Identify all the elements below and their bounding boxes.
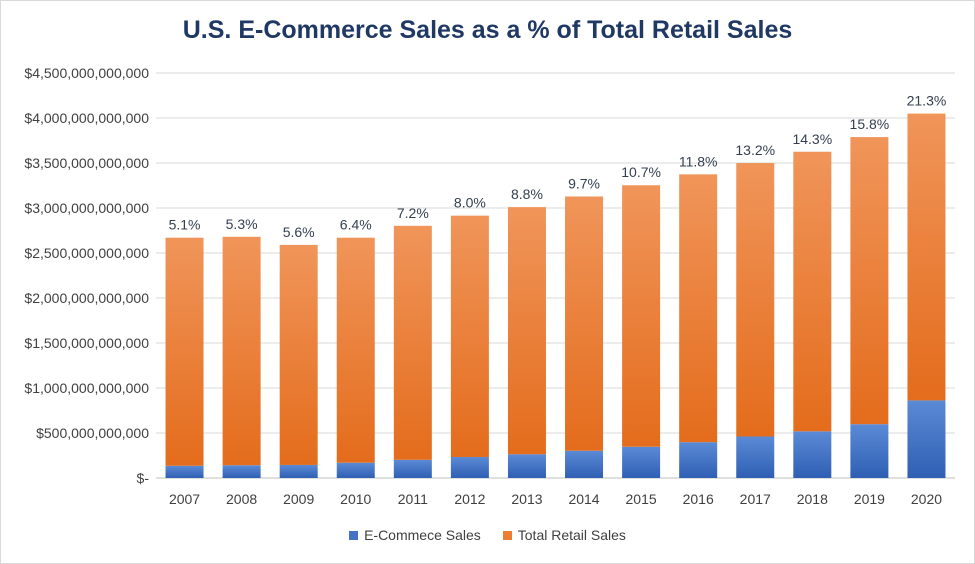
legend-label-total-retail: Total Retail Sales — [517, 527, 626, 543]
data-label: 8.0% — [454, 195, 486, 211]
x-tick-label: 2019 — [854, 491, 885, 507]
data-label: 15.8% — [850, 116, 890, 132]
bar-total-retail-sales — [679, 174, 718, 443]
chart-title: U.S. E-Commerce Sales as a % of Total Re… — [182, 16, 793, 44]
legend: E-Commece Sales Total Retail Sales — [0, 527, 975, 543]
x-tick-label: 2010 — [340, 491, 371, 507]
x-tick-label: 2012 — [454, 491, 485, 507]
bar-ecommerce-sales — [507, 454, 546, 478]
x-tick-label: 2020 — [911, 491, 942, 507]
bar-total-retail-sales — [565, 196, 604, 451]
data-label: 14.3% — [792, 131, 832, 147]
data-label: 13.2% — [735, 142, 775, 158]
bar-ecommerce-sales — [679, 442, 718, 478]
data-label: 5.3% — [226, 216, 258, 232]
data-label: 8.8% — [511, 186, 543, 202]
bar-total-retail-sales — [450, 215, 489, 458]
bar-ecommerce-sales — [565, 450, 604, 478]
bar-total-retail-sales — [222, 236, 261, 466]
x-tick-label: 2018 — [797, 491, 828, 507]
bar-total-retail-sales — [165, 237, 204, 466]
legend-swatch-total-retail — [502, 530, 512, 540]
bar-ecommerce-sales — [622, 446, 661, 478]
bar-ecommerce-sales — [793, 431, 832, 478]
data-label: 5.1% — [169, 217, 201, 233]
bar-total-retail-sales — [736, 163, 775, 437]
data-label: 10.7% — [621, 164, 661, 180]
x-tick-label: 2014 — [568, 491, 599, 507]
bar-ecommerce-sales — [222, 465, 261, 478]
data-label: 6.4% — [340, 217, 372, 233]
bar-total-retail-sales — [793, 151, 832, 432]
bar-ecommerce-sales — [393, 459, 432, 478]
bar-ecommerce-sales — [336, 462, 375, 478]
bar-total-retail-sales — [336, 237, 375, 463]
legend-item-total-retail: Total Retail Sales — [502, 527, 626, 543]
data-label: 21.3% — [907, 93, 947, 109]
bar-ecommerce-sales — [279, 464, 318, 478]
y-tick-label: $2,500,000,000,000 — [24, 245, 149, 261]
y-tick-label: $500,000,000,000 — [36, 425, 149, 441]
legend-swatch-ecommerce — [349, 530, 359, 540]
x-tick-label: 2017 — [740, 491, 771, 507]
y-tick-label: $4,500,000,000,000 — [24, 65, 149, 81]
y-tick-label: $4,000,000,000,000 — [24, 110, 149, 126]
bar-total-retail-sales — [850, 137, 889, 425]
x-tick-label: 2013 — [511, 491, 542, 507]
bar-ecommerce-sales — [736, 436, 775, 478]
y-tick-label: $1,500,000,000,000 — [24, 335, 149, 351]
y-tick-label: $2,000,000,000,000 — [24, 290, 149, 306]
x-tick-label: 2009 — [283, 491, 314, 507]
bar-ecommerce-sales — [907, 400, 946, 478]
data-label: 11.8% — [679, 153, 718, 169]
bar-ecommerce-sales — [450, 457, 489, 478]
y-tick-label: $1,000,000,000,000 — [24, 380, 149, 396]
bar-total-retail-sales — [622, 185, 661, 447]
bar-total-retail-sales — [507, 207, 546, 455]
bar-ecommerce-sales — [850, 424, 889, 478]
x-tick-label: 2016 — [683, 491, 714, 507]
x-tick-label: 2015 — [626, 491, 657, 507]
bar-total-retail-sales — [279, 244, 318, 465]
data-label: 7.2% — [397, 205, 429, 221]
y-tick-label: $3,000,000,000,000 — [24, 200, 149, 216]
x-tick-label: 2011 — [398, 491, 428, 507]
legend-label-ecommerce: E-Commece Sales — [364, 527, 481, 543]
y-tick-label: $3,500,000,000,000 — [24, 155, 149, 171]
data-label: 9.7% — [568, 175, 600, 191]
bar-total-retail-sales — [393, 225, 432, 460]
data-label: 5.6% — [283, 224, 315, 240]
bar-total-retail-sales — [907, 113, 946, 401]
bar-ecommerce-sales — [165, 465, 204, 478]
x-tick-label: 2007 — [169, 491, 200, 507]
y-tick-label: $- — [137, 470, 150, 486]
x-tick-label: 2008 — [226, 491, 257, 507]
legend-item-ecommerce: E-Commece Sales — [349, 527, 481, 543]
